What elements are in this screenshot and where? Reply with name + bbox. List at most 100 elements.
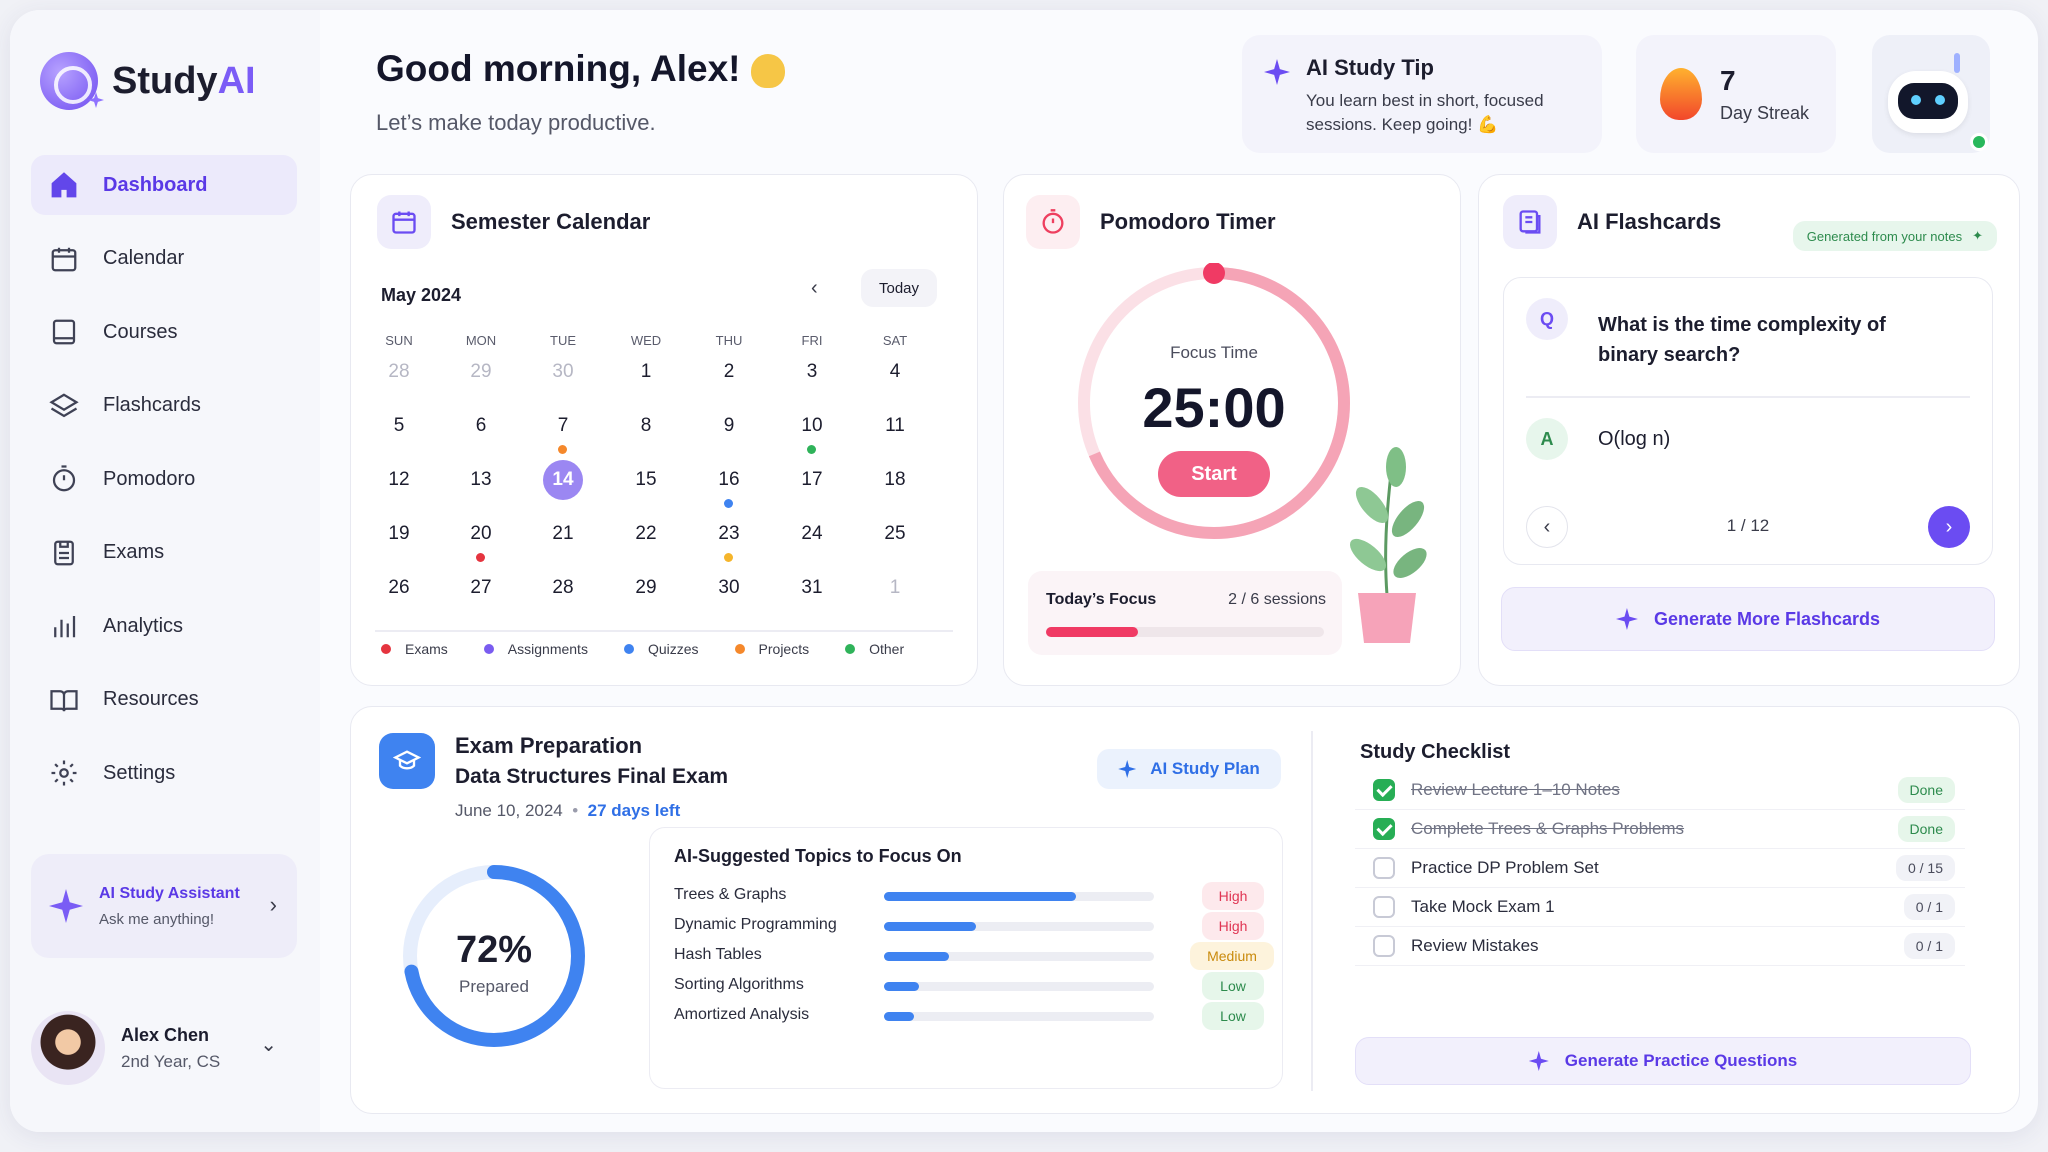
- nav-label: Pomodoro: [103, 467, 196, 490]
- nav-exams[interactable]: Exams: [31, 523, 297, 583]
- calendar-day[interactable]: 26: [388, 577, 410, 598]
- generate-flashcards-button[interactable]: Generate More Flashcards: [1501, 587, 1995, 651]
- calendar-day[interactable]: 18: [884, 469, 906, 490]
- suggested-topics: AI-Suggested Topics to Focus On Trees & …: [649, 827, 1283, 1089]
- legend-dot: [845, 644, 856, 654]
- calendar-day[interactable]: 25: [884, 523, 906, 544]
- calendar-day[interactable]: 30: [552, 361, 574, 382]
- calendar-day[interactable]: 24: [801, 523, 823, 544]
- book-icon: [52, 319, 76, 345]
- event-dot: [807, 445, 816, 454]
- checklist-status: 0 / 1: [1903, 933, 1955, 959]
- prev-card-button[interactable]: ‹: [1526, 506, 1568, 548]
- next-card-button[interactable]: ›: [1928, 506, 1970, 548]
- checkbox[interactable]: [1373, 857, 1395, 879]
- ai-flashcards-card: AI Flashcards Generated from your notes ✦…: [1478, 174, 2020, 686]
- nav-courses[interactable]: Courses: [31, 302, 297, 362]
- checklist-item[interactable]: Practice DP Problem Set 0 / 15: [1355, 849, 1965, 888]
- calendar-day[interactable]: 10: [801, 415, 823, 436]
- calendar-day[interactable]: 5: [393, 415, 405, 436]
- calendar-day[interactable]: 1: [889, 577, 901, 598]
- checklist-item[interactable]: Complete Trees & Graphs Problems Done: [1355, 810, 1965, 849]
- calendar-day[interactable]: 19: [388, 523, 410, 544]
- topic-progress-bar: [884, 922, 1154, 931]
- calendar-day[interactable]: 29: [470, 361, 492, 382]
- streak-label: Day Streak: [1720, 102, 1810, 123]
- chevron-down-icon[interactable]: ⌄: [260, 1034, 277, 1056]
- checkbox[interactable]: [1373, 896, 1395, 918]
- calendar-day[interactable]: 2: [723, 361, 735, 382]
- user-profile[interactable]: Alex Chen 2nd Year, CS ⌄: [31, 1008, 297, 1088]
- generate-practice-questions-button[interactable]: Generate Practice Questions: [1355, 1037, 1971, 1085]
- today-button[interactable]: Today: [861, 269, 937, 307]
- legend-item: Quizzes: [623, 641, 699, 657]
- nav-label: Dashboard: [103, 173, 208, 196]
- nav-pomodoro[interactable]: Pomodoro: [31, 449, 297, 509]
- checklist-item[interactable]: Review Lecture 1–10 Notes Done: [1355, 771, 1965, 810]
- calendar-day[interactable]: 31: [801, 577, 823, 598]
- calendar-day[interactable]: 22: [635, 523, 657, 544]
- divider: [1526, 396, 1970, 398]
- timer-handle: [1203, 263, 1225, 284]
- calendar-day[interactable]: 3: [806, 361, 818, 382]
- calendar-day[interactable]: 30: [718, 577, 740, 598]
- calendar-day[interactable]: 23: [718, 523, 740, 544]
- nav-label: Analytics: [103, 614, 184, 637]
- ai-study-plan-button[interactable]: AI Study Plan: [1097, 749, 1281, 789]
- topic-progress-bar: [884, 982, 1154, 991]
- ai-assistant-card[interactable]: AI Study Assistant Ask me anything! ›: [31, 854, 297, 958]
- calendar-day[interactable]: 17: [801, 469, 823, 490]
- brand[interactable]: StudyAI: [40, 52, 256, 110]
- generated-badge: Generated from your notes ✦: [1792, 221, 1997, 251]
- nav-calendar[interactable]: Calendar: [31, 229, 297, 289]
- calendar-day[interactable]: 12: [388, 469, 410, 490]
- checklist-status: 0 / 1: [1903, 894, 1955, 920]
- calendar-day[interactable]: 29: [635, 577, 657, 598]
- tip-body: You learn best in short, focused session…: [1306, 91, 1544, 134]
- checkbox[interactable]: [1373, 818, 1395, 840]
- calendar-day[interactable]: 13: [470, 469, 492, 490]
- checkbox[interactable]: [1373, 779, 1395, 801]
- stopwatch-icon: [52, 465, 76, 492]
- calendar-day[interactable]: 28: [388, 361, 410, 382]
- divider: [375, 630, 953, 632]
- nav-analytics[interactable]: Analytics: [31, 596, 297, 656]
- timer-display: 25:00: [1142, 376, 1286, 439]
- calendar-day[interactable]: 4: [889, 361, 901, 382]
- brain-logo-icon: [40, 52, 98, 110]
- calendar-day[interactable]: 28: [552, 577, 574, 598]
- assistant-title: AI Study Assistant: [99, 884, 240, 902]
- calendar-day[interactable]: 27: [470, 577, 492, 598]
- calendar-day[interactable]: 8: [640, 415, 652, 436]
- sidebar: StudyAI Dashboard Calendar Courses Flash…: [10, 10, 320, 1132]
- calendar-day[interactable]: 9: [723, 415, 735, 436]
- brand-name: StudyAI: [112, 59, 256, 102]
- nav-dashboard[interactable]: Dashboard: [31, 155, 297, 215]
- calendar-day[interactable]: 20: [470, 523, 492, 544]
- nav-resources[interactable]: Resources: [31, 670, 297, 730]
- calendar-day[interactable]: 16: [718, 469, 740, 490]
- weekday-header: FRI: [801, 333, 823, 348]
- calendar-day[interactable]: 7: [557, 415, 569, 436]
- checklist-status: Done: [1897, 777, 1955, 803]
- calendar-day[interactable]: 1: [640, 361, 652, 382]
- calendar-day[interactable]: 14: [552, 469, 574, 490]
- ai-study-tip: AI Study Tip You learn best in short, fo…: [1242, 35, 1602, 153]
- flashcard[interactable]: Q What is the time complexity of binary …: [1503, 277, 1993, 565]
- nav-settings[interactable]: Settings: [31, 743, 297, 803]
- topic-progress-bar: [884, 892, 1154, 901]
- checklist-item[interactable]: Take Mock Exam 1 0 / 1: [1355, 888, 1965, 927]
- calendar-day[interactable]: 11: [885, 415, 905, 436]
- sparkle-icon: [1264, 59, 1290, 85]
- calendar-day[interactable]: 15: [635, 469, 657, 490]
- checklist-item[interactable]: Review Mistakes 0 / 1: [1355, 927, 1965, 966]
- calendar-day[interactable]: 21: [552, 523, 574, 544]
- nav-flashcards[interactable]: Flashcards: [31, 376, 297, 436]
- robot-mascot[interactable]: [1872, 35, 1990, 153]
- checkbox[interactable]: [1373, 935, 1395, 957]
- chevron-left-icon[interactable]: ‹: [811, 277, 818, 299]
- app-window: StudyAI Dashboard Calendar Courses Flash…: [10, 10, 2038, 1132]
- calendar-day[interactable]: 6: [475, 415, 487, 436]
- start-button[interactable]: Start: [1158, 451, 1270, 497]
- calendar-legend: Exams Assignments Quizzes Projects Other: [381, 641, 940, 657]
